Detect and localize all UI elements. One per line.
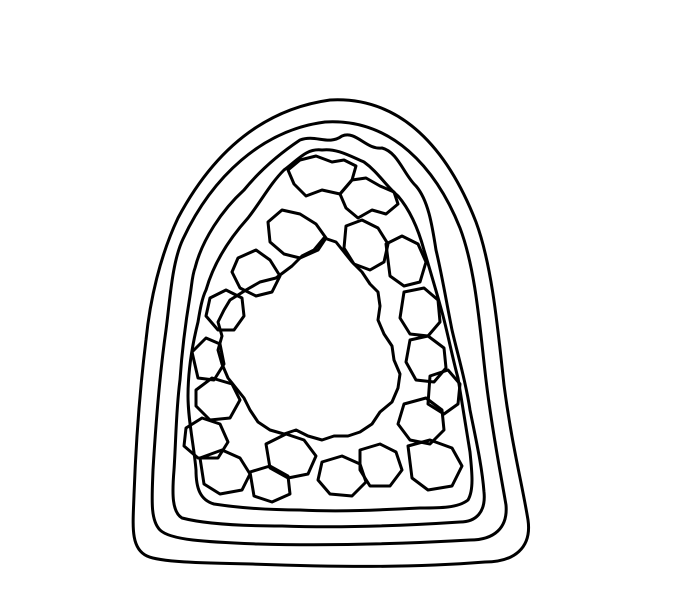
crystal-facet (264, 432, 318, 480)
geode-outer-rind (131, 98, 531, 568)
crystal-facet (426, 368, 462, 416)
geode-cavity (216, 236, 402, 442)
crystal-facet (286, 154, 358, 198)
crystal-facet (194, 376, 242, 422)
crystal-facet (358, 442, 404, 488)
crystal-facet (342, 218, 390, 272)
geode-band-2 (150, 120, 508, 547)
crystal-facet (190, 336, 226, 382)
crystal-facet (266, 208, 328, 260)
crystal-facet (198, 448, 252, 496)
crystal-facet (230, 248, 282, 298)
geode-band-3 (171, 133, 486, 529)
crystal-facet (396, 396, 446, 446)
crystal-facet (384, 234, 428, 288)
crystal-facets (182, 154, 464, 504)
crystal-facet (338, 176, 400, 220)
crystal-facet (398, 286, 442, 338)
crystal-facet (248, 464, 292, 504)
crystal-facet (204, 288, 246, 332)
crystal-facet (406, 438, 464, 492)
geode-band-4 (186, 148, 474, 513)
crystal-facet (316, 454, 368, 498)
crystal-facet (404, 334, 448, 384)
